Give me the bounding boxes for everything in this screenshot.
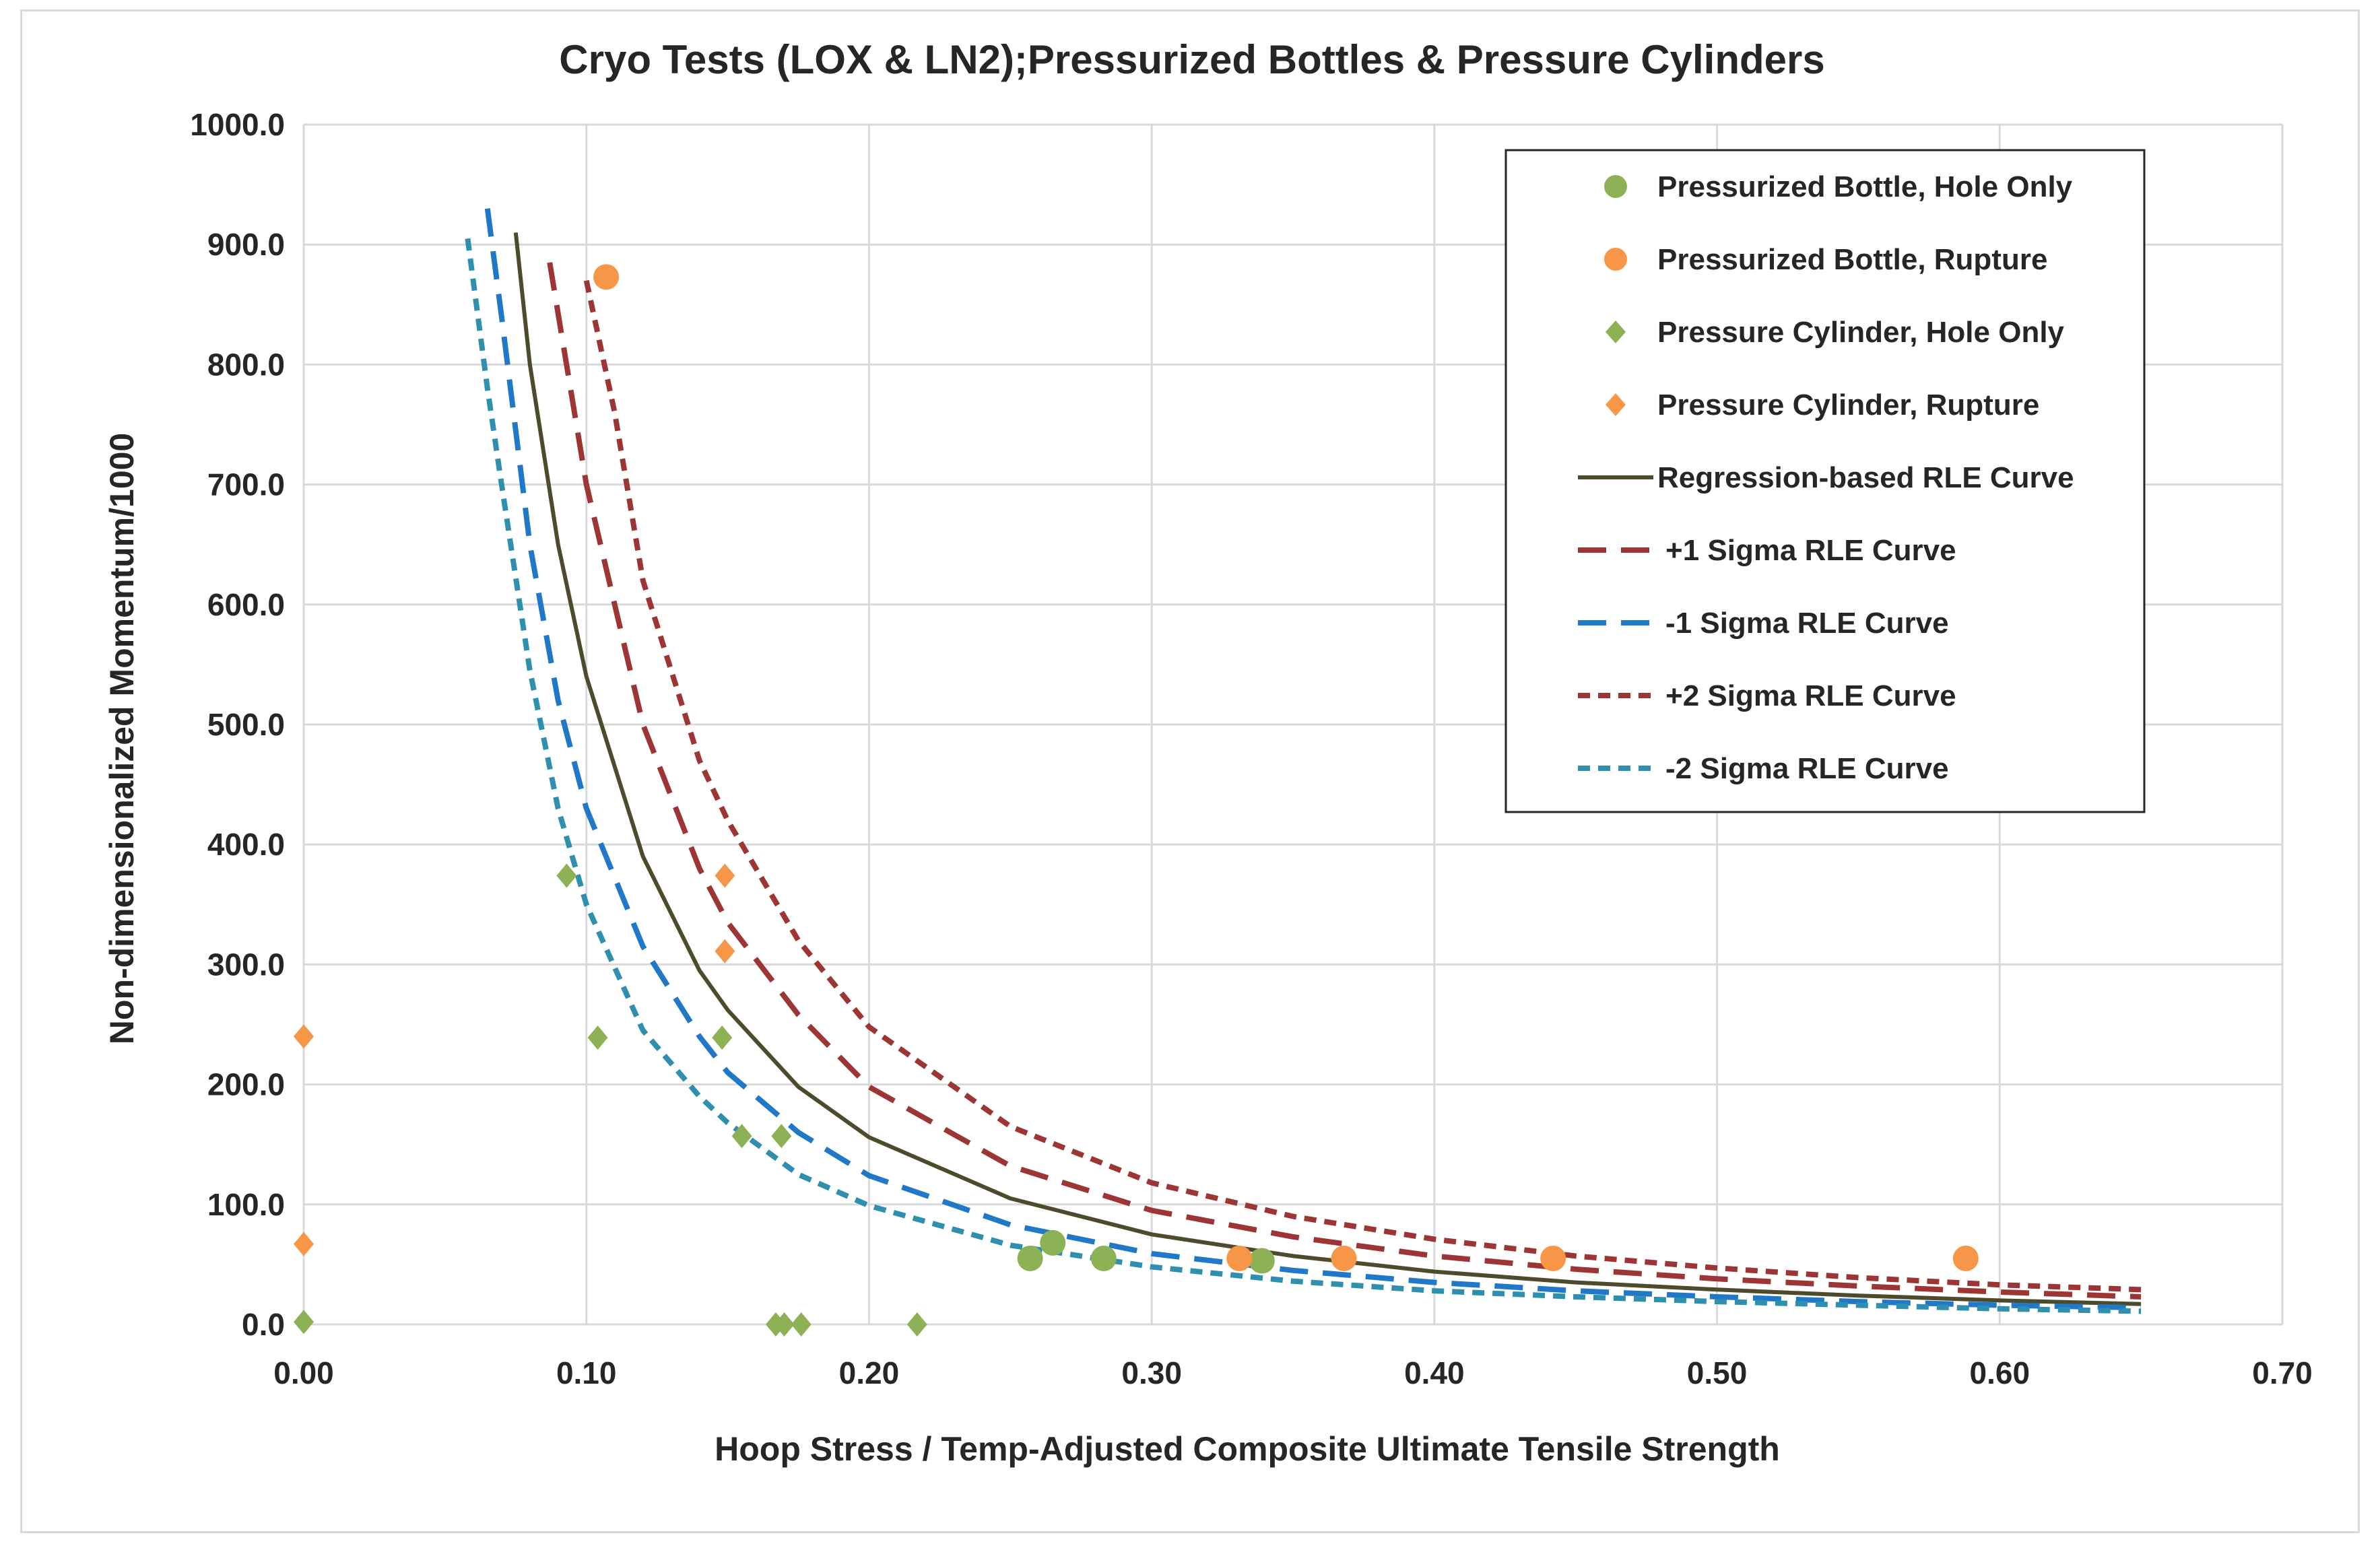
data-point-diamond: [715, 863, 735, 888]
legend-label-minus2: -2 Sigma RLE Curve: [1665, 752, 1949, 785]
y-tick-label: 900.0: [207, 227, 285, 262]
series-line-7: [583, 279, 2142, 1293]
y-tick-label: 400.0: [207, 827, 285, 862]
x-tick-label: 0.20: [839, 1355, 900, 1390]
y-tick-label: 100.0: [207, 1187, 285, 1222]
x-tick-label: 0.70: [2252, 1355, 2313, 1390]
legend-item-pb-hole: Pressurized Bottle, Hole Only: [1604, 170, 2073, 203]
chart-frame: Cryo Tests (LOX & LN2);Pressurized Bottl…: [20, 9, 2360, 1533]
data-point-circle: [593, 264, 620, 290]
data-point-circle: [1017, 1245, 1043, 1271]
data-point-diamond: [556, 863, 577, 888]
data-point-circle: [1226, 1245, 1253, 1271]
legend-label-pc-rupture: Pressure Cylinder, Rupture: [1657, 389, 2039, 421]
data-point-diamond: [587, 1025, 608, 1050]
x-axis-label: Hoop Stress / Temp-Adjusted Composite Ul…: [715, 1430, 1780, 1468]
data-point-diamond: [906, 1312, 927, 1337]
x-tick-label: 0.30: [1121, 1355, 1182, 1390]
y-tick-label: 800.0: [207, 347, 285, 382]
legend-label-minus1: -1 Sigma RLE Curve: [1665, 607, 1949, 640]
legend-label-plus1: +1 Sigma RLE Curve: [1665, 534, 1956, 567]
data-point-circle: [1040, 1229, 1066, 1256]
legend-item-plus1: +1 Sigma RLE Curve: [1578, 534, 1956, 567]
data-point-diamond: [791, 1312, 812, 1337]
grid-layer: [304, 123, 2284, 1324]
x-tick-label: 0.40: [1404, 1355, 1465, 1390]
data-point-circle: [1952, 1245, 1979, 1271]
data-point-diamond: [294, 1310, 314, 1335]
y-axis-label: Non-dimensionalized Momentum/1000: [103, 433, 141, 1044]
legend: Pressurized Bottle, Hole Only Pressurize…: [1505, 149, 2146, 813]
y-tick-label: 500.0: [207, 707, 285, 742]
data-point-diamond: [771, 1124, 792, 1149]
data-point-circle: [1540, 1245, 1566, 1271]
y-tick-label: 0.0: [242, 1307, 285, 1342]
y-tick-label: 700.0: [207, 467, 285, 502]
series-line-6: [484, 208, 2142, 1311]
legend-item-regression: Regression-based RLE Curve: [1578, 461, 2074, 494]
axes-layer: 0.0 100.0 200.0 300.0 400.0 500.0 600.0 700.0 80…: [190, 107, 2312, 1390]
data-point-diamond: [294, 1024, 314, 1049]
legend-marker-pc-hole: [1606, 320, 1626, 343]
legend-label-regression: Regression-based RLE Curve: [1657, 461, 2074, 494]
data-point-diamond: [774, 1312, 795, 1337]
series-line-5: [547, 262, 2142, 1300]
data-point-diamond: [712, 1025, 733, 1050]
curves-layer: [465, 208, 2142, 1314]
legend-item-minus1: -1 Sigma RLE Curve: [1578, 607, 1949, 640]
data-point-diamond: [715, 939, 735, 964]
x-tick-label: 0.00: [273, 1355, 334, 1390]
legend-marker-pb-rupture: [1604, 248, 1627, 271]
x-tick-label: 0.60: [1970, 1355, 2030, 1390]
x-tick-label: 0.50: [1687, 1355, 1748, 1390]
legend-item-plus2: +2 Sigma RLE Curve: [1578, 679, 1956, 712]
data-point-circle: [1331, 1245, 1357, 1271]
series-line-4: [513, 232, 2142, 1306]
y-tick-label: 300.0: [207, 947, 285, 982]
data-point-circle: [1090, 1245, 1117, 1271]
legend-marker-pc-rupture: [1606, 393, 1626, 416]
legend-item-pb-rupture: Pressurized Bottle, Rupture: [1604, 243, 2047, 276]
data-point-circle: [1249, 1248, 1275, 1274]
y-tick-label: 1000.0: [190, 107, 285, 142]
data-point-diamond: [731, 1124, 752, 1149]
y-tick-label: 200.0: [207, 1067, 285, 1102]
legend-item-pc-rupture: Pressure Cylinder, Rupture: [1606, 389, 2039, 421]
data-point-diamond: [294, 1232, 314, 1256]
y-tick-label: 600.0: [207, 587, 285, 622]
legend-item-minus2: -2 Sigma RLE Curve: [1578, 752, 1949, 785]
legend-marker-pb-hole: [1604, 175, 1627, 198]
legend-label-pb-hole: Pressurized Bottle, Hole Only: [1657, 170, 2073, 203]
legend-label-pb-rupture: Pressurized Bottle, Rupture: [1657, 243, 2047, 276]
legend-label-pc-hole: Pressure Cylinder, Hole Only: [1657, 316, 2065, 349]
chart-title: Cryo Tests (LOX & LN2);Pressurized Bottl…: [559, 37, 1824, 82]
legend-item-pc-hole: Pressure Cylinder, Hole Only: [1606, 316, 2065, 349]
x-tick-label: 0.10: [556, 1355, 617, 1390]
points-layer: [294, 264, 1979, 1337]
chart-svg: Cryo Tests (LOX & LN2);Pressurized Bottl…: [103, 37, 2313, 1468]
legend-label-plus2: +2 Sigma RLE Curve: [1665, 679, 1956, 712]
